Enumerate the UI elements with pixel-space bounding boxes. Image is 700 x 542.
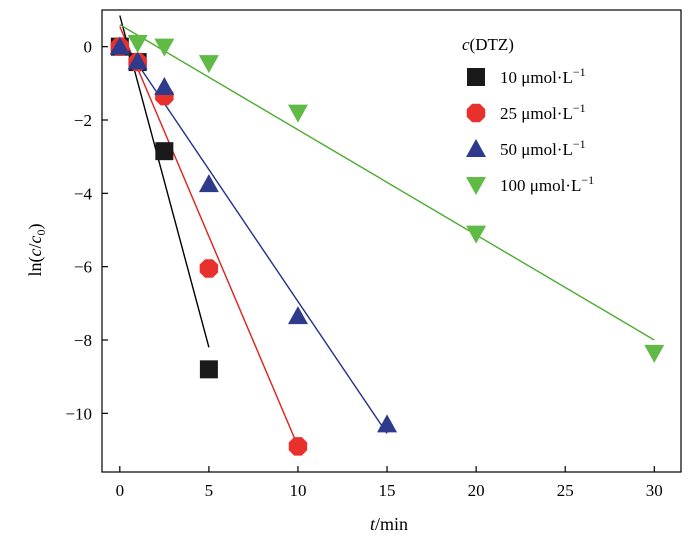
x-axis-label-unit: /min <box>375 514 408 534</box>
data-point-10 <box>199 360 218 379</box>
legend-title-var: c <box>462 35 470 54</box>
legend-marker-50 <box>466 139 486 157</box>
legend-marker-10 <box>467 68 485 86</box>
y-axis-label-c0: c <box>25 235 45 243</box>
legend-label-text: 10 μmol·L <box>500 68 573 87</box>
y-axis-label-prefix: ln( <box>25 257 46 277</box>
x-axis-label: t/min <box>370 514 408 534</box>
data-point-50 <box>109 36 130 55</box>
data-point-100 <box>466 225 487 244</box>
data-point-50 <box>127 51 148 70</box>
x-tick-label: 10 <box>289 481 306 500</box>
legend: c(DTZ) 10 μmol·L−125 μmol·L−150 μmol·L−1… <box>462 35 594 195</box>
legend-label-text: 100 μmol·L <box>500 176 581 195</box>
legend-label-text: 50 μmol·L <box>500 140 573 159</box>
data-point-25 <box>288 437 308 456</box>
data-point-100 <box>198 55 219 74</box>
data-point-100 <box>287 104 308 123</box>
legend-label-10: 10 μmol·L−1 <box>500 65 586 87</box>
y-axis-label-slash: / <box>25 243 45 248</box>
y-axis-label-sub: 0 <box>34 229 48 235</box>
data-point-100 <box>127 35 148 53</box>
y-axis: 0 −2 −4 −6 −8 −10 <box>65 38 108 423</box>
fit-line-100 <box>119 24 655 341</box>
legend-title-rest: (DTZ) <box>470 35 514 54</box>
fit-lines <box>119 15 655 447</box>
legend-label-text: 25 μmol·L <box>500 104 573 123</box>
y-tick-label: −2 <box>74 111 92 130</box>
x-tick-label: 0 <box>116 481 125 500</box>
y-tick-label: −6 <box>74 258 92 277</box>
x-tick-label: 15 <box>379 481 396 500</box>
y-axis-label: ln(c/c0) <box>25 223 48 276</box>
y-axis-label-c: c <box>25 249 45 257</box>
y-tick-label: −8 <box>74 331 92 350</box>
data-point-100 <box>644 344 665 363</box>
plot-area: 0 5 10 15 20 25 30 0 −2 −4 −6 −8 −10 <box>65 9 682 500</box>
legend-label-sup: −1 <box>581 173 594 187</box>
x-axis: 0 5 10 15 20 25 30 <box>116 466 663 500</box>
legend-marker-100 <box>466 177 486 195</box>
data-points <box>109 35 665 456</box>
data-point-50 <box>154 77 175 95</box>
fit-line-25 <box>119 26 299 447</box>
legend-label-25: 25 μmol·L−1 <box>500 101 586 123</box>
y-tick-label: −4 <box>74 184 93 203</box>
x-tick-label: 5 <box>205 481 214 500</box>
plot-frame <box>101 9 682 473</box>
data-point-50 <box>287 306 308 325</box>
y-tick-label: −10 <box>65 404 92 423</box>
data-point-50 <box>377 414 398 433</box>
data-point-25 <box>199 259 219 278</box>
data-point-100 <box>154 38 175 57</box>
x-tick-label: 20 <box>468 481 485 500</box>
y-axis-label-suffix: ) <box>25 223 46 229</box>
legend-label-sup: −1 <box>573 137 586 151</box>
y-tick-label: 0 <box>84 38 93 57</box>
legend-marker-25 <box>466 103 486 123</box>
x-axis-label-var: t <box>370 514 376 534</box>
x-tick-label: 30 <box>646 481 663 500</box>
legend-label-100: 100 μmol·L−1 <box>500 173 594 195</box>
legend-label-sup: −1 <box>573 101 586 115</box>
data-point-50 <box>198 174 219 193</box>
data-point-10 <box>155 142 174 161</box>
legend-label-sup: −1 <box>573 65 586 79</box>
x-tick-label: 25 <box>557 481 574 500</box>
legend-title: c(DTZ) <box>462 35 514 54</box>
legend-label-50: 50 μmol·L−1 <box>500 137 586 159</box>
